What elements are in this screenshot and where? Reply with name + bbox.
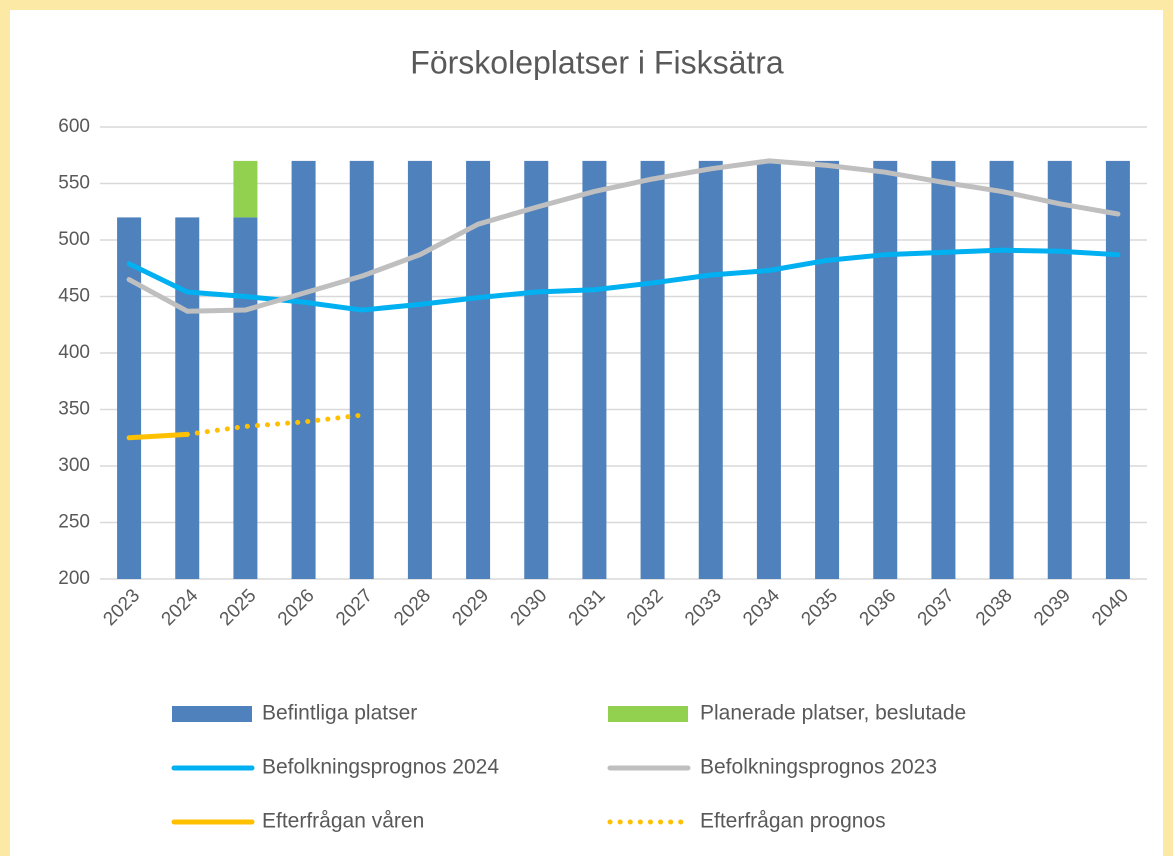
bar <box>233 217 258 579</box>
bar <box>407 160 432 579</box>
bar <box>582 160 607 579</box>
x-tick-label: 2033 <box>681 585 726 630</box>
y-tick-label: 350 <box>58 399 90 420</box>
x-tick-label: 2024 <box>158 585 203 630</box>
bar <box>873 160 898 579</box>
y-tick-label: 250 <box>58 512 90 533</box>
x-tick-label: 2034 <box>739 585 784 630</box>
x-tick-label: 2032 <box>623 585 668 630</box>
bar <box>989 160 1014 579</box>
bar <box>698 160 723 579</box>
legend-key <box>172 706 252 722</box>
chart-title: Förskoleplatser i Fisksätra <box>410 44 784 80</box>
bar <box>233 160 258 218</box>
x-tick-label: 2026 <box>274 585 319 630</box>
y-tick-label: 200 <box>58 568 90 589</box>
y-tick-label: 400 <box>58 342 90 363</box>
bar <box>175 217 200 579</box>
bar <box>1105 160 1130 579</box>
bar <box>640 160 665 579</box>
x-tick-label: 2025 <box>216 585 261 630</box>
legend-label: Efterfrågan våren <box>262 810 424 833</box>
bar <box>931 160 956 579</box>
x-tick-label: 2035 <box>797 585 842 630</box>
line-series <box>126 247 1121 313</box>
x-tick-label: 2039 <box>1030 585 1075 630</box>
line-series <box>126 431 190 441</box>
y-tick-label: 450 <box>58 286 90 307</box>
x-tick-label: 2027 <box>332 585 377 630</box>
legend-label: Befolkningsprognos 2024 <box>262 756 499 779</box>
x-tick-label: 2040 <box>1088 585 1133 630</box>
x-tick-label: 2036 <box>856 585 901 630</box>
y-tick-label: 550 <box>58 173 90 194</box>
legend-label: Planerade platser, beslutade <box>700 702 966 725</box>
x-tick-label: 2028 <box>390 585 435 630</box>
bar <box>756 160 781 579</box>
bar <box>291 160 316 579</box>
y-tick-label: 500 <box>58 229 90 250</box>
x-tick-label: 2023 <box>99 585 144 630</box>
legend-label: Befolkningsprognos 2023 <box>700 756 937 779</box>
x-tick-label: 2030 <box>507 585 552 630</box>
bar <box>815 160 840 579</box>
x-tick-label: 2038 <box>972 585 1017 630</box>
bar <box>117 217 142 579</box>
x-tick-label: 2031 <box>565 585 610 630</box>
y-tick-label: 300 <box>58 455 90 476</box>
legend-label: Befintliga platser <box>262 702 417 725</box>
legend-label: Efterfrågan prognos <box>700 810 886 833</box>
x-tick-label: 2029 <box>448 585 493 630</box>
line-series <box>184 412 365 437</box>
bar <box>349 160 374 579</box>
bar <box>1047 160 1072 579</box>
line-series <box>126 158 1121 314</box>
chart: Förskoleplatser i Fisksätra 200 250 300 350… <box>10 10 1163 856</box>
x-tick-label: 2037 <box>914 585 959 630</box>
y-tick-label: 600 <box>58 116 90 137</box>
legend-key <box>608 706 688 722</box>
bar <box>524 160 549 579</box>
